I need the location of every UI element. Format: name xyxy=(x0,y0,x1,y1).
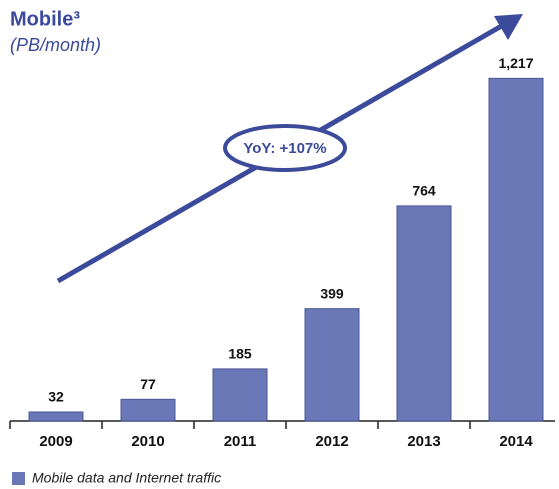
arrow-head xyxy=(494,14,523,40)
value-label: 399 xyxy=(320,285,344,301)
bar xyxy=(120,398,176,422)
value-label: 185 xyxy=(228,346,252,362)
x-tick-label: 2010 xyxy=(131,433,164,450)
chart-subtitle: (PB/month) xyxy=(10,35,101,55)
x-tick-label: 2013 xyxy=(407,433,440,450)
annotation: YoY: +107% xyxy=(243,140,326,157)
legend-swatch xyxy=(12,472,25,485)
bar xyxy=(396,205,452,422)
value-label: 32 xyxy=(48,389,64,405)
x-tick-label: 2014 xyxy=(499,433,533,450)
value-label: 764 xyxy=(412,183,436,199)
x-tick-label: 2011 xyxy=(224,433,257,450)
annotation-ellipse xyxy=(223,124,347,172)
x-tick-label: 2009 xyxy=(39,433,72,450)
bar xyxy=(212,368,268,422)
value-label: 1,217 xyxy=(498,55,533,71)
bar xyxy=(28,411,84,422)
chart-title: Mobile³ xyxy=(10,8,80,30)
bar xyxy=(304,308,360,422)
legend-label: Mobile data and Internet traffic xyxy=(32,470,221,486)
value-label: 77 xyxy=(140,376,156,392)
bar xyxy=(488,77,544,422)
x-tick-label: 2012 xyxy=(315,433,348,450)
